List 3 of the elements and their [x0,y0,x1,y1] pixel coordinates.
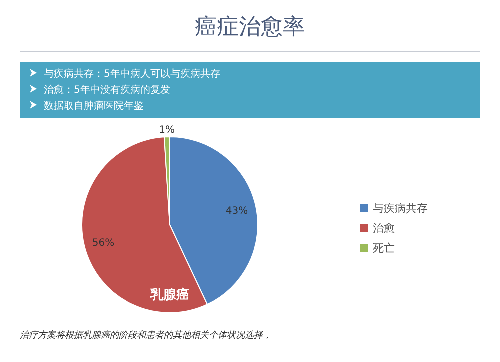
pie-label: 乳腺癌 [150,288,190,303]
title: 癌症治愈率 [195,15,305,40]
footnote: 治疗方案将根据乳腺癌的阶段和患者的其他相关个体状况选择， [20,331,272,341]
